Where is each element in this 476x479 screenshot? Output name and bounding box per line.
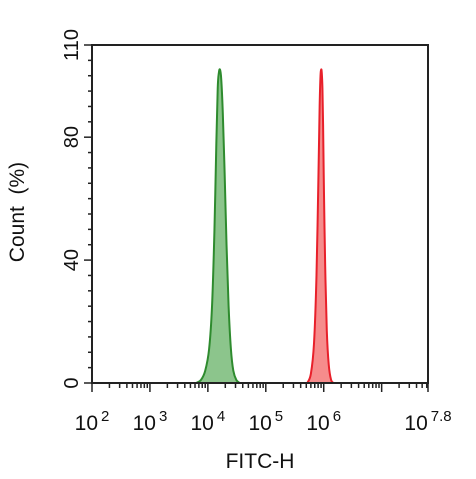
histogram-line-1 — [195, 68, 241, 384]
y-tick-label: 40 — [61, 249, 83, 271]
y-tick-label: 0 — [61, 377, 83, 388]
x-tick-label: 10 3 — [133, 408, 168, 435]
x-tick-label: 10 6 — [306, 408, 341, 435]
x-axis-label: FITC-H — [226, 450, 295, 473]
y-tick-label: 80 — [61, 126, 83, 148]
x-tick-label: 10 5 — [248, 408, 283, 435]
y-tick-label: 110 — [61, 29, 83, 61]
x-tick-label: 10 7.8 — [404, 408, 451, 435]
x-tick-label: 10 2 — [75, 408, 110, 435]
plot-frame — [91, 44, 429, 384]
histogram-fill-1 — [196, 69, 240, 383]
histogram-fill-2 — [307, 69, 334, 383]
y-axis-label: Count (%) — [6, 162, 29, 262]
x-tick-label: 10 4 — [191, 408, 226, 435]
histogram-line-2 — [306, 68, 335, 384]
